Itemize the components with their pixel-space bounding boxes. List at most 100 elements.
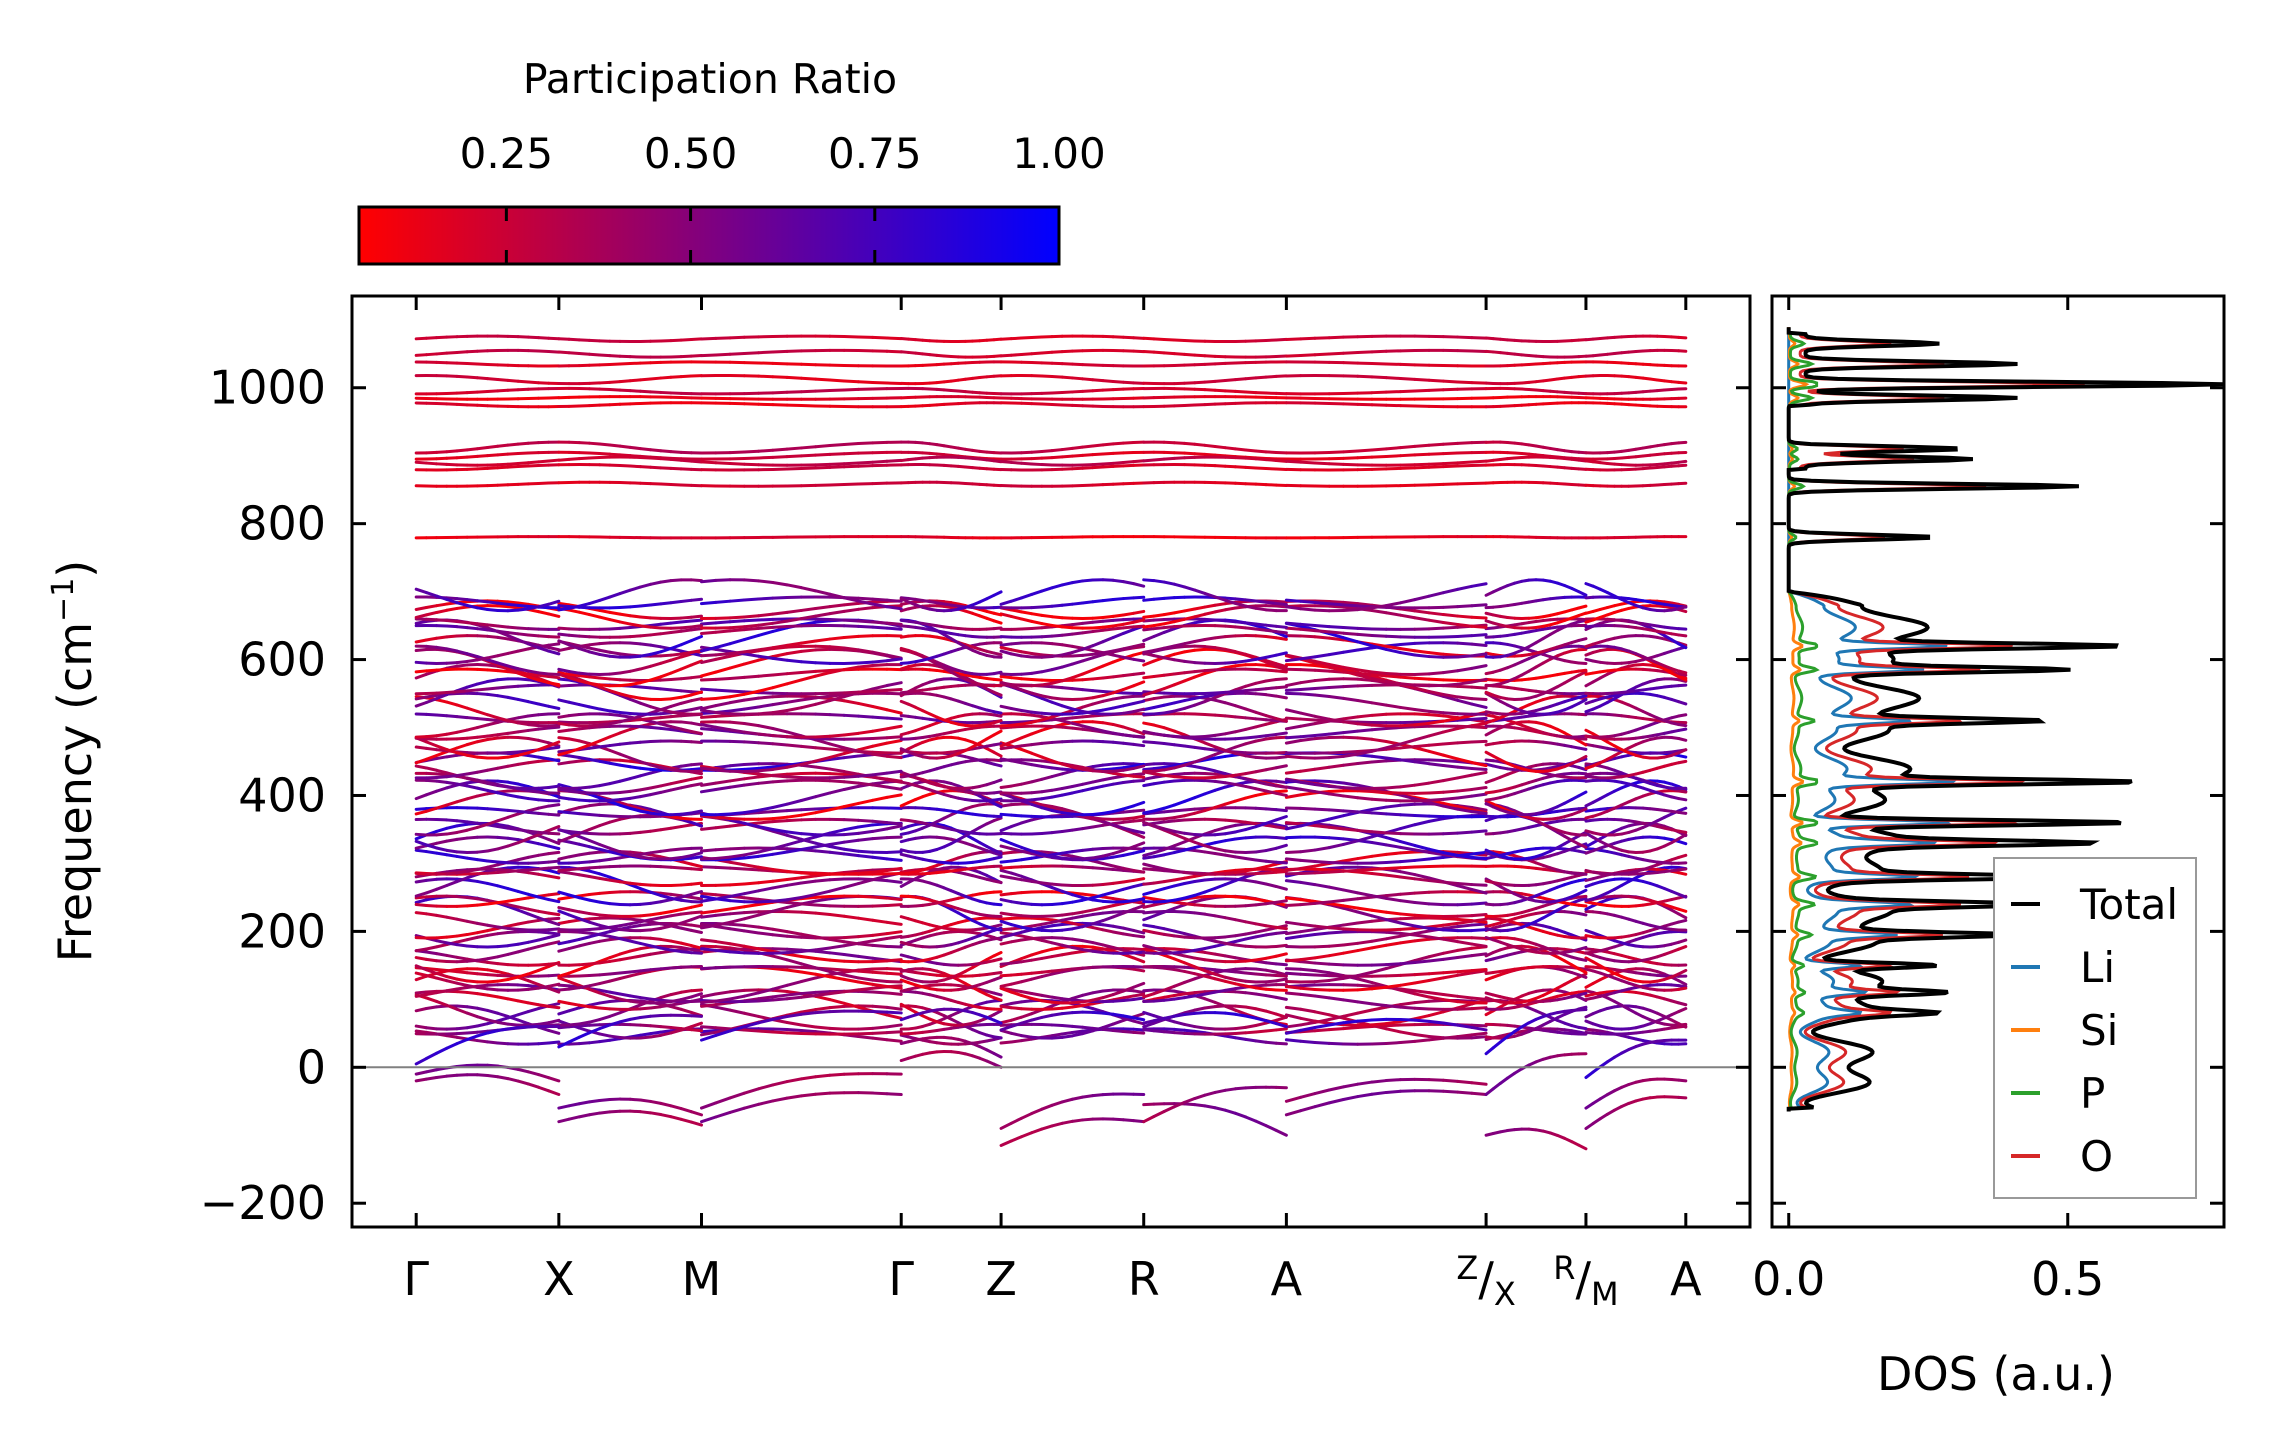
phonon-band: [1577, 973, 1588, 979]
phonon-band: [1274, 458, 1288, 463]
phonon-band: [1677, 335, 1688, 340]
phonon-band: [1274, 1015, 1288, 1022]
phonon-band: [516, 927, 530, 932]
phonon-band: [1356, 867, 1374, 872]
phonon-band: [771, 927, 789, 934]
phonon-band: [1413, 857, 1431, 862]
phonon-band: [1341, 974, 1360, 980]
phonon-band: [1384, 873, 1402, 879]
phonon-band: [1284, 967, 1303, 971]
phonon-band: [1313, 969, 1331, 975]
phonon-band: [1313, 961, 1331, 966]
phonon-band: [526, 1007, 540, 1014]
phonon-band: [757, 947, 775, 954]
phonon-band: [1152, 946, 1166, 953]
phonon-band: [445, 869, 459, 874]
phonon-band: [999, 865, 1013, 870]
phonon-band: [856, 976, 875, 982]
phonon-band: [414, 895, 428, 900]
phonon-band: [1356, 910, 1374, 918]
phonon-band: [1193, 956, 1207, 962]
phonon-band: [598, 913, 612, 918]
phonon-band: [689, 992, 703, 999]
phonon-band: [1172, 929, 1186, 936]
phonon-band: [598, 1038, 612, 1044]
phonon-band: [992, 957, 1003, 963]
phonon-band: [1019, 990, 1034, 996]
phonon-band: [638, 945, 653, 951]
phonon-band: [424, 461, 439, 466]
phonon-band: [871, 982, 889, 989]
phonon-band: [435, 971, 449, 979]
phonon-band: [526, 945, 540, 951]
phonon-band: [1299, 353, 1317, 357]
phonon-band: [1040, 456, 1054, 460]
phonon-band: [1313, 860, 1331, 864]
phonon-band: [828, 378, 846, 383]
phonon-band: [1019, 993, 1034, 1000]
phonon-band: [728, 917, 746, 924]
phonon-band: [1121, 952, 1136, 960]
phonon-band: [1356, 895, 1374, 901]
phonon-band: [1313, 870, 1331, 875]
phonon-band: [1182, 441, 1197, 446]
phonon-band: [1132, 846, 1146, 851]
phonon-band: [742, 449, 761, 454]
phonon-band: [1223, 979, 1237, 986]
phonon-band: [999, 1040, 1013, 1045]
phonon-band: [1091, 859, 1105, 865]
phonon-band: [577, 896, 591, 902]
phonon-band: [414, 964, 428, 972]
phonon-band: [587, 869, 602, 876]
phonon-band: [506, 926, 520, 931]
phonon-band: [526, 918, 540, 924]
phonon-band: [1019, 953, 1034, 961]
phonon-band: [992, 936, 1003, 942]
phonon-band: [1233, 918, 1248, 924]
phonon-band: [728, 1008, 746, 1015]
phonon-band: [1327, 1041, 1345, 1046]
phonon-band: [999, 868, 1013, 875]
phonon-band: [1264, 450, 1278, 454]
phonon-band: [689, 988, 703, 993]
phonon-band: [799, 466, 818, 471]
phonon-band: [669, 892, 683, 898]
phonon-band: [669, 466, 683, 471]
phonon-band: [1677, 459, 1688, 464]
phonon-band: [1162, 984, 1176, 992]
phonon-band: [424, 945, 439, 951]
phonon-band: [1254, 983, 1268, 988]
phonon-band: [465, 990, 479, 996]
phonon-band: [628, 954, 642, 960]
phonon-band: [885, 934, 903, 941]
phonon-band: [608, 1034, 622, 1039]
phonon-band: [587, 912, 602, 917]
phonon-band: [1050, 902, 1064, 907]
phonon-band: [1182, 1022, 1197, 1029]
phonon-band: [1091, 996, 1105, 1002]
phonon-band: [659, 946, 673, 952]
phonon-band: [1081, 896, 1095, 902]
phonon-band: [557, 896, 571, 901]
phonon-band: [842, 838, 860, 844]
phonon-band: [1091, 462, 1105, 467]
phonon-band: [1384, 376, 1402, 380]
phonon-band: [445, 979, 459, 985]
phonon-band: [455, 854, 469, 860]
phonon-band: [728, 947, 746, 952]
phonon-band: [486, 466, 500, 470]
phonon-band: [828, 970, 846, 977]
phonon-band: [1244, 456, 1258, 461]
phonon-band: [577, 873, 591, 879]
phonon-band: [1284, 944, 1303, 949]
phonon-band: [1101, 1027, 1115, 1033]
phonon-band: [1121, 985, 1136, 993]
phonon-band: [1142, 928, 1156, 934]
phonon-band: [1233, 875, 1248, 883]
phonon-band: [1111, 911, 1125, 919]
phonon-band: [1070, 848, 1085, 854]
phonon-band: [842, 935, 860, 940]
phonon-band: [1327, 885, 1345, 892]
phonon-band: [628, 999, 642, 1005]
phonon-band: [526, 912, 540, 920]
